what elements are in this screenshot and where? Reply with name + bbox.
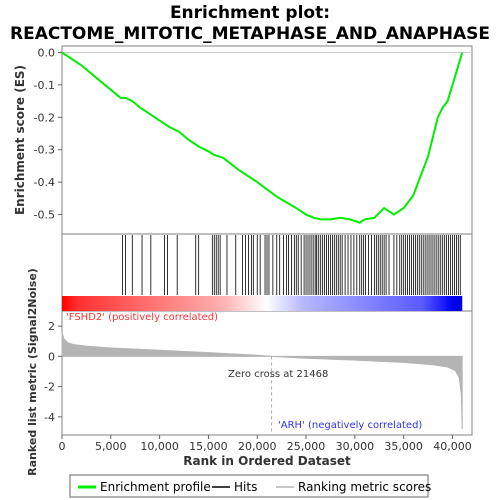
es-tick-label-1: -0.1 bbox=[34, 79, 55, 92]
chart-title-line2: REACTOME_MITOTIC_METAPHASE_AND_ANAPHASE bbox=[10, 24, 490, 44]
rank-color-band bbox=[62, 296, 463, 311]
legend-enrichment-label: Enrichment profile bbox=[100, 480, 211, 494]
enrichment-profile-line bbox=[61, 51, 464, 224]
chart-title-line1: Enrichment plot: bbox=[170, 3, 330, 23]
legend: Enrichment profile Hits Ranking metric s… bbox=[69, 474, 431, 498]
es-layer bbox=[61, 51, 472, 224]
axis-layer: 0 5,000 10,000 15,000 20,000 25,000 30,000 35,0… bbox=[34, 46, 472, 453]
hits-layer bbox=[122, 235, 461, 295]
rank-band-rect bbox=[62, 296, 463, 311]
zero-cross-label: Zero cross at 21468 bbox=[228, 369, 328, 380]
metric-tick-label-2: -2 bbox=[44, 381, 55, 394]
x-tick-label-0: 0 bbox=[59, 440, 66, 453]
es-panel-frame bbox=[61, 45, 473, 235]
metric-tick-label-1: 0 bbox=[48, 350, 55, 363]
es-tick-label-0: 0.0 bbox=[38, 46, 56, 59]
x-tick-label-6: 30,000 bbox=[336, 440, 375, 453]
x-tick-label-3: 15,000 bbox=[189, 440, 228, 453]
es-tick-label-3: -0.3 bbox=[34, 144, 55, 157]
x-tick-label-1: 5,000 bbox=[95, 440, 127, 453]
es-tick-label-4: -0.4 bbox=[34, 176, 55, 189]
x-tick-label-7: 35,000 bbox=[384, 440, 423, 453]
legend-metric-label: Ranking metric scores bbox=[298, 480, 431, 494]
legend-box bbox=[69, 474, 429, 498]
es-y-axis-label: Enrichment score (ES) bbox=[13, 65, 27, 215]
x-tick-label-4: 20,000 bbox=[238, 440, 277, 453]
legend-hits-label: Hits bbox=[234, 480, 257, 494]
metric-layer bbox=[61, 332, 463, 435]
metric-tick-label-0: 2 bbox=[48, 320, 55, 333]
es-tick-label-2: -0.2 bbox=[34, 111, 55, 124]
x-tick-label-8: 40,000 bbox=[433, 440, 472, 453]
negative-label: 'ARH' (negatively correlated) bbox=[278, 420, 422, 431]
x-axis-label: Rank in Ordered Dataset bbox=[183, 454, 351, 468]
metric-y-axis-label: Ranked list metric (Signal2Noise) bbox=[26, 268, 39, 476]
metric-tick-label-3: -4 bbox=[44, 411, 55, 424]
es-tick-label-5: -0.5 bbox=[34, 209, 55, 222]
positive-label: 'FSHD2' (positively correlated) bbox=[66, 312, 218, 323]
ranked-metric-area bbox=[61, 332, 463, 430]
x-tick-label-5: 25,000 bbox=[287, 440, 326, 453]
x-tick-label-2: 10,000 bbox=[140, 440, 179, 453]
